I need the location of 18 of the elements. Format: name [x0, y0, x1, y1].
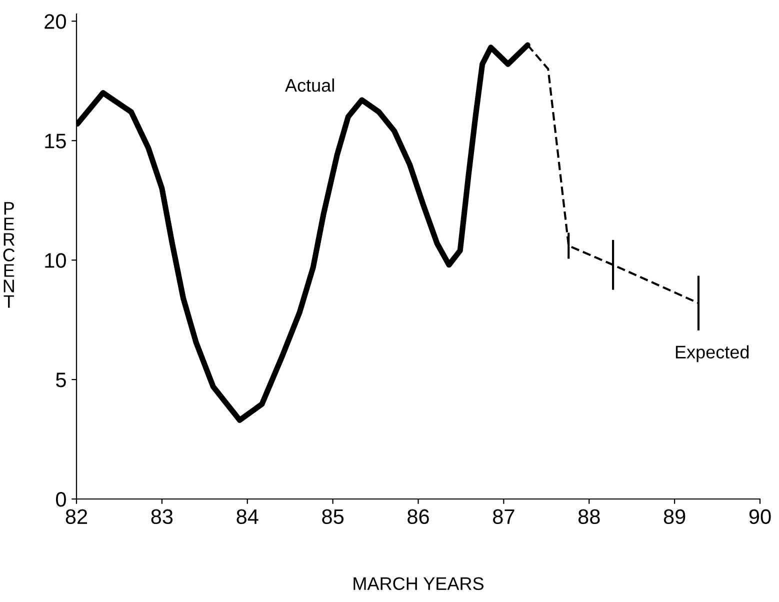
- x-tick-label: 82: [66, 509, 88, 524]
- y-tick-label: 15: [45, 134, 66, 148]
- y-tick-label: 20: [44, 14, 66, 29]
- text: Expected: [676, 345, 749, 362]
- x-tick-label: 84: [236, 509, 258, 524]
- x-tick-label: 85: [322, 509, 344, 524]
- y-tick-label: 10: [45, 253, 66, 268]
- x-tick-label: 87: [493, 509, 514, 524]
- y-tick-label: 5: [56, 372, 66, 388]
- series-label: Actual: [285, 78, 334, 92]
- x-axis-title: MARCH YEARS: [354, 577, 484, 590]
- x-tick-label: 86: [408, 509, 429, 524]
- x-tick-label: 89: [664, 509, 686, 524]
- y-tick-label: 0: [56, 492, 66, 507]
- y-axis-title: PERCENT: [3, 202, 15, 308]
- x-tick-label: 88: [578, 509, 600, 524]
- x-tick-label: 90: [749, 509, 771, 524]
- x-tick-label: 83: [151, 509, 173, 524]
